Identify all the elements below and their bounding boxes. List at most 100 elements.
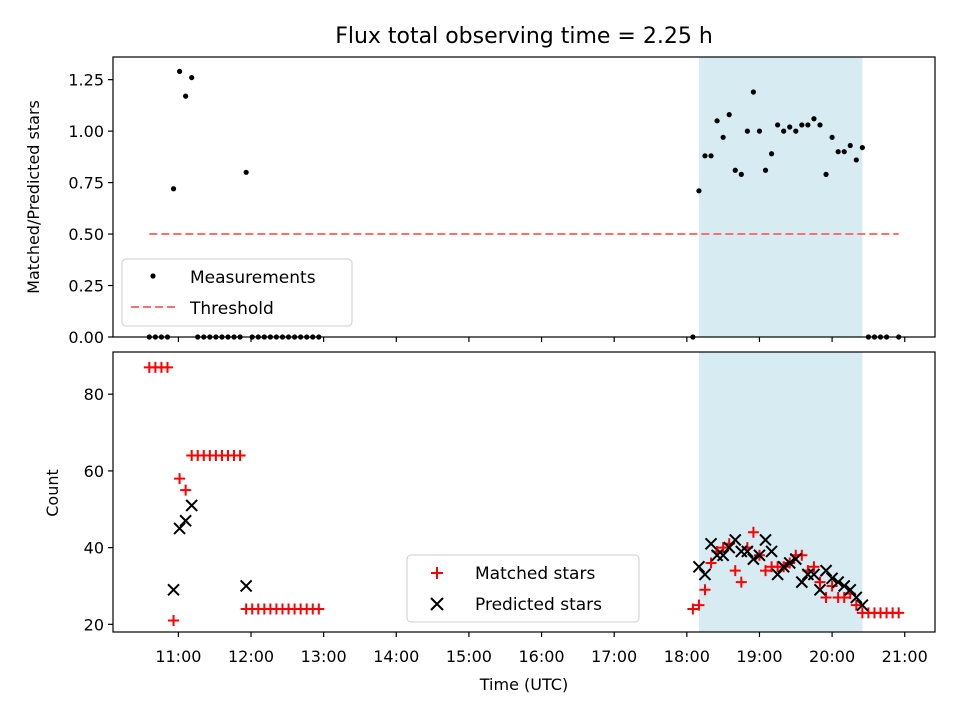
matched-star-point [826, 580, 838, 592]
predicted-star-point [771, 568, 784, 581]
legend-marker-predicted [430, 597, 444, 611]
measurement-point [805, 122, 811, 128]
predicted-star-point [698, 568, 712, 581]
measurement-point [170, 186, 177, 192]
predicted-star-point [813, 583, 827, 597]
top-y-axis-label: Matched/Predicted stars [24, 100, 43, 294]
predicted-star-point [837, 579, 851, 593]
measurement-point [744, 128, 750, 134]
measurement-point [835, 149, 841, 155]
predicted-star-point [807, 568, 821, 581]
matched-star-point [161, 361, 173, 373]
matched-star-point [838, 591, 850, 603]
legend-label-matched: Matched stars [475, 564, 595, 584]
measurement-point [817, 122, 823, 128]
x-tick-label: 15:00 [446, 647, 492, 666]
matched-star-point [747, 526, 759, 538]
predicted-star-point [765, 545, 778, 558]
legend-box [121, 258, 353, 327]
measurement-point [811, 116, 817, 122]
measurement-point [714, 118, 720, 124]
x-tick-label: 11:00 [155, 647, 201, 666]
matched-star-point [808, 561, 820, 573]
matched-star-point [693, 599, 705, 611]
measurement-point [738, 171, 744, 177]
measurement-point [176, 68, 183, 75]
measurement-point [702, 153, 708, 159]
y-tick-label: 0.75 [68, 174, 104, 193]
y-tick-label: 80 [84, 385, 104, 404]
x-axis-label: Time (UTC) [479, 675, 568, 694]
matched-star-point [814, 576, 826, 588]
y-tick-label: 40 [84, 539, 104, 558]
predicted-star-point [819, 564, 833, 577]
x-tick-label: 17:00 [591, 647, 637, 666]
predicted-star-point [239, 579, 253, 593]
measurement-point [847, 142, 853, 149]
measurement-point [775, 122, 781, 128]
measurement-point [859, 144, 865, 151]
predicted-star-point [747, 552, 760, 566]
matched-star-point [174, 473, 186, 485]
measurement-point [762, 167, 769, 173]
legend-label-threshold: Threshold [189, 299, 274, 319]
measurement-point [829, 134, 835, 140]
matched-star-point [687, 603, 699, 615]
predicted-star-point [179, 514, 192, 527]
matched-star-point [234, 450, 246, 462]
matched-star-point [729, 565, 741, 577]
x-tick-label: 14:00 [373, 647, 419, 666]
matched-star-point [699, 584, 711, 596]
predicted-star-point [167, 583, 180, 597]
measurement-point [823, 171, 829, 177]
matched-star-point [313, 603, 325, 615]
predicted-star-point [716, 549, 730, 562]
y-tick-label: 0.50 [68, 225, 104, 244]
predicted-star-point [704, 537, 718, 550]
legend-top: Measurements Threshold [121, 258, 353, 327]
legend-marker-matched [431, 567, 443, 579]
measurement-point [183, 93, 189, 99]
measurement-point [793, 128, 799, 134]
matched-star-point [705, 557, 717, 569]
x-tick-label: 20:00 [809, 647, 855, 666]
legend-marker-measurements [150, 273, 156, 279]
measurement-point [799, 122, 805, 128]
measurement-point [853, 157, 859, 163]
measurement-point [732, 167, 738, 173]
x-tick-label: 16:00 [518, 647, 564, 666]
matched-star-point [796, 549, 808, 561]
measurement-point [696, 188, 702, 194]
x-tick-label: 21:00 [882, 647, 928, 666]
x-tick-label: 18:00 [664, 647, 710, 666]
predicted-star-point [185, 499, 198, 512]
measurement-point [726, 112, 732, 118]
predicted-star-point [844, 583, 857, 597]
matched-star-point [735, 576, 747, 588]
matched-star-point [717, 542, 729, 554]
x-tick-label: 13:00 [301, 647, 347, 666]
matched-star-point [893, 607, 905, 619]
legend-label-predicted: Predicted stars [475, 595, 602, 615]
predicted-star-point [173, 522, 186, 535]
measurement-point [781, 128, 787, 134]
predicted-star-point [741, 545, 754, 558]
matched-star-point [850, 599, 862, 611]
matched-star-point [180, 484, 192, 496]
predicted-star-point [692, 560, 706, 574]
predicted-star-point [722, 541, 736, 554]
axes-frame [112, 56, 936, 338]
shaded-span [698, 352, 863, 632]
measurement-point [708, 153, 714, 159]
matched-star-point [760, 565, 772, 577]
y-tick-label: 60 [84, 462, 104, 481]
predicted-star-point [729, 533, 742, 547]
y-tick-label: 1.25 [68, 71, 104, 90]
measurement-point [841, 149, 847, 155]
x-tick-label: 19:00 [736, 647, 782, 666]
predicted-star-point [783, 556, 796, 570]
legend-label-measurements: Measurements [190, 268, 316, 288]
bottom-panel: 20 40 60 80 11:00 12:00 13:00 14:00 15:00 16:00 17… [84, 351, 936, 666]
predicted-star-point [777, 560, 790, 574]
predicted-star-point [825, 572, 839, 585]
